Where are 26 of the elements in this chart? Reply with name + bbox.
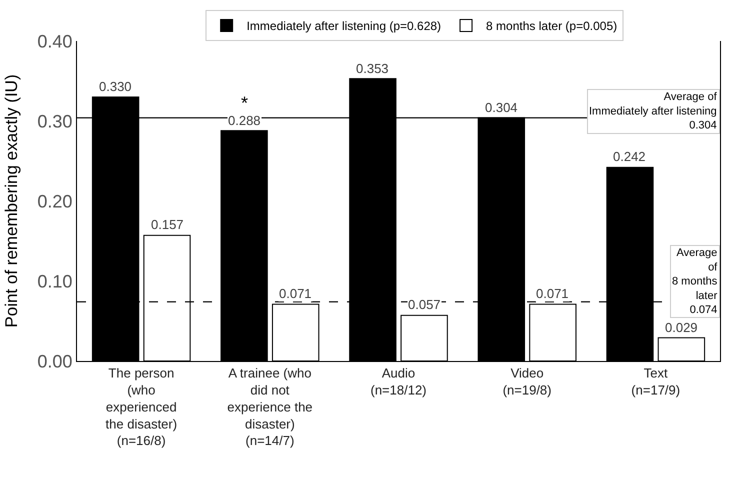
x-tick-label: Text (n=17/9) (631, 366, 680, 398)
legend-label: 8 months later (p=0.005) (486, 19, 618, 34)
x-tick-label: The person (who experienced the disaster) (n=16/8) (106, 366, 178, 448)
y-tick-label: 0.10 (37, 271, 72, 292)
data-label: 0.353 (356, 61, 389, 76)
annotation: * (241, 93, 248, 113)
x-tick-label: A trainee (who did not experience the disaster) (n=14/7) (227, 366, 313, 448)
legend-label: Immediately after listening (p=0.628) (246, 19, 442, 34)
data-label: 0.242 (613, 149, 646, 164)
data-label: 0.057 (408, 297, 441, 312)
data-label: 0.288 (228, 113, 261, 128)
data-label: 0.071 (279, 286, 312, 301)
ref-line-label: Average of 8 months later 0.074 (672, 247, 718, 316)
x-tick-label: Audio (n=18/12) (370, 366, 427, 398)
y-tick-label: 0.30 (37, 111, 72, 132)
y-axis-title: Point of remembering exactly (IU) (2, 74, 21, 328)
data-label: 0.157 (151, 217, 184, 232)
data-label: 0.071 (536, 286, 569, 301)
y-tick-label: 0.40 (37, 31, 72, 52)
ref-line-label: Average of Immediately after listening 0.304 (589, 91, 718, 132)
data-label: 0.029 (665, 320, 698, 335)
y-tick-label: 0.20 (37, 191, 72, 212)
x-tick-label: Video (n=19/8) (502, 366, 552, 398)
y-tick-label: 0.00 (37, 351, 72, 372)
data-label: 0.304 (485, 100, 518, 115)
data-label: 0.330 (99, 79, 132, 94)
